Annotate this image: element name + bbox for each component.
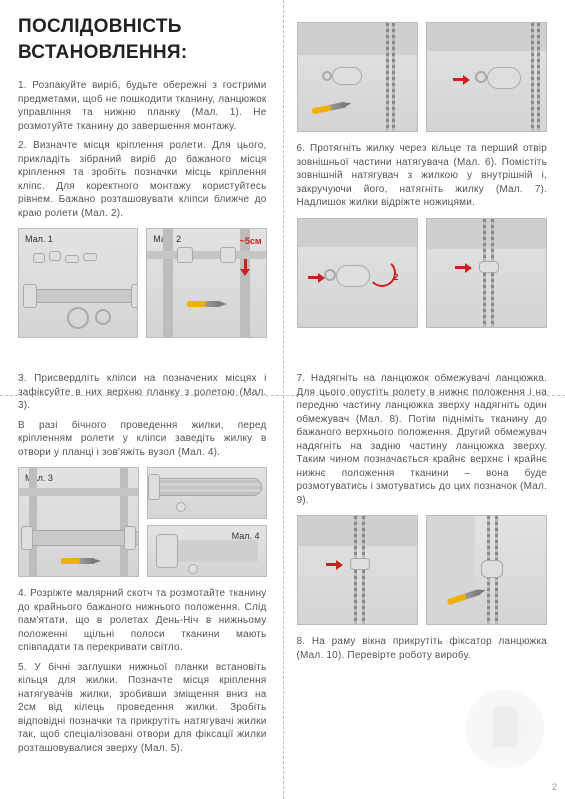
column-top-right: Мал. 5 Мал. 6 6. Протягніть жилку через … <box>283 0 565 358</box>
page-title: ПОСЛІДОВНІСТЬ ВСТАНОВЛЕННЯ: <box>18 14 267 65</box>
step-7: 7. Надягніть на ланцюжок обмежувачі ланц… <box>297 372 548 507</box>
figure-1-label: Мал. 1 <box>25 233 53 245</box>
step-6: 6. Протягніть жилку через кільце та перш… <box>297 142 548 210</box>
step-8: 8. На раму вікна прикрутіть фіксатор лан… <box>297 635 548 662</box>
red-number-2: 2 <box>394 271 399 283</box>
figure-4a <box>147 467 266 519</box>
figure-1: Мал. 1 <box>18 228 138 338</box>
step-2: 2. Визначте місця кріплення ролети. Для … <box>18 139 267 220</box>
figure-8: Мал. 8 <box>426 218 547 328</box>
figure-3: Мал. 3 <box>18 467 139 577</box>
figure-9: Мал. 9 <box>297 515 418 625</box>
column-bottom-right: 7. Надягніть на ланцюжок обмежувачі ланц… <box>283 358 565 799</box>
step-4: 4. Розріжте малярний скотч та розмотайте… <box>18 587 267 655</box>
fig-row-1-2: Мал. 1 Мал. 2 ~5см <box>18 228 267 338</box>
screwdriver-icon <box>311 102 346 115</box>
figure-4-stack: Мал. 4 <box>147 467 266 577</box>
screwdriver-icon <box>61 558 95 564</box>
fig-row-7-8: Мал. 7 2 Мал. 8 <box>297 218 548 328</box>
column-bottom-left: 3. Присвердліть кліпси на позначених міс… <box>0 358 283 799</box>
figure-5: Мал. 5 <box>297 22 418 132</box>
fig-row-3-4: Мал. 3 Мал. 4 <box>18 467 267 577</box>
page-number: 2 <box>552 781 557 793</box>
step-3a: 3. Присвердліть кліпси на позначених міс… <box>18 372 267 413</box>
step-5: 5. У бічні заглушки нижньої планки встан… <box>18 661 267 756</box>
figure-7: Мал. 7 2 <box>297 218 418 328</box>
page: ПОСЛІДОВНІСТЬ ВСТАНОВЛЕННЯ: 1. Розпакуйт… <box>0 0 565 799</box>
watermark-logo <box>465 689 545 769</box>
step-1: 1. Розпакуйте виріб, будьте обережні з г… <box>18 79 267 133</box>
figure-6: Мал. 6 <box>426 22 547 132</box>
horizontal-separator <box>0 395 565 396</box>
screwdriver-icon <box>187 301 221 307</box>
vertical-separator <box>283 0 284 799</box>
fig-row-5-6: Мал. 5 Мал. 6 <box>297 22 548 132</box>
figure-2: Мал. 2 ~5см <box>146 228 266 338</box>
step-3b: В разі бічного проведення жилки, перед к… <box>18 419 267 460</box>
figure-4b: Мал. 4 <box>147 525 266 577</box>
dimension-5cm: ~5см <box>240 235 262 247</box>
figure-10: Мал. 10 <box>426 515 547 625</box>
fig-row-9-10: Мал. 9 Мал. 10 <box>297 515 548 625</box>
column-top-left: ПОСЛІДОВНІСТЬ ВСТАНОВЛЕННЯ: 1. Розпакуйт… <box>0 0 283 358</box>
